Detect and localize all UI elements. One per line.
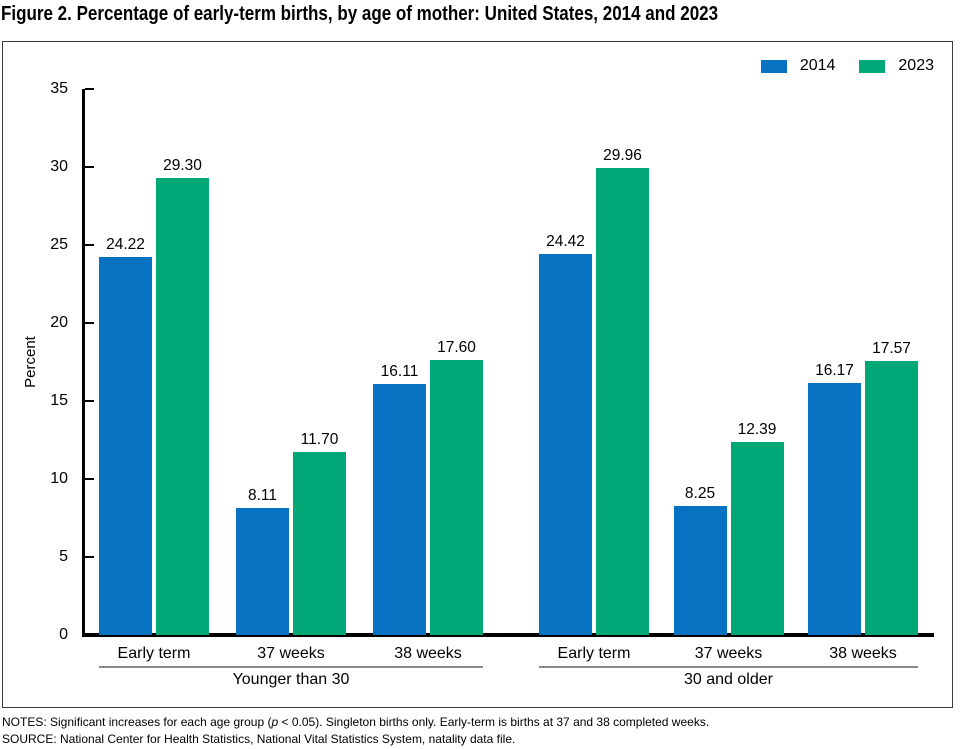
value-label-2014-early-term-30-and-older: 24.42 (546, 233, 585, 251)
category-label-37-weeks-younger-than-30: 37 weeks (257, 645, 325, 662)
bar-2014-37-weeks-30-and-older (673, 506, 727, 635)
notes-suffix: < 0.05). Singleton births only. Early-te… (278, 715, 710, 729)
value-label-2014-37-weeks-30-and-older: 8.25 (684, 485, 716, 503)
bar-2023-early-term-30-and-older (596, 167, 649, 635)
category-label-37-weeks-30-and-older: 37 weeks (694, 645, 763, 662)
bar-2023-37-weeks-30-and-older (730, 441, 784, 635)
y-tick-5 (85, 556, 94, 558)
y-tick-20 (85, 322, 94, 324)
legend-swatch-2023 (859, 59, 886, 73)
y-tick-label-10: 10 (50, 470, 68, 487)
bar-2014-early-term-30-and-older (539, 254, 592, 635)
category-label-38-weeks-30-and-older: 38 weeks (829, 645, 897, 662)
plot-area: Percent 0 5 10 15 20 25 30 35 24.22 29.30 Early te… (22, 80, 934, 688)
value-label-2023-early-term-30-and-older: 29.96 (603, 146, 642, 164)
y-tick-25 (85, 244, 94, 246)
value-label-2023-38-weeks-30-and-older: 17.57 (872, 339, 911, 357)
group-label-younger-than-30: Younger than 30 (232, 671, 350, 688)
y-tick-35 (85, 88, 94, 90)
legend-swatch-2014 (760, 59, 787, 73)
bar-2014-37-weeks-younger-than-30 (236, 508, 289, 635)
y-tick-30 (85, 166, 94, 168)
y-tick-label-20: 20 (50, 314, 68, 331)
group-underline-30-and-older (539, 666, 918, 668)
category-label-early-term-younger-than-30: Early term (117, 645, 191, 662)
y-tick-label-5: 5 (59, 548, 68, 565)
legend-label-2023: 2023 (898, 57, 934, 74)
x-axis-line (82, 633, 934, 637)
y-tick-15 (85, 400, 94, 402)
value-label-2023-37-weeks-30-and-older: 12.39 (737, 420, 777, 438)
value-label-2023-37-weeks-younger-than-30: 11.70 (300, 431, 339, 449)
bar-2023-38-weeks-younger-than-30 (430, 360, 483, 635)
y-tick-label-30: 30 (50, 158, 68, 175)
legend-item-2023: 2023 (859, 57, 934, 75)
notes-prefix: NOTES: Significant increases for each ag… (2, 715, 272, 729)
bar-2023-38-weeks-30-and-older (865, 360, 918, 635)
notes-line: NOTES: Significant increases for each ag… (2, 714, 709, 731)
value-label-2014-38-weeks-30-and-older: 16.17 (815, 361, 854, 379)
group-label-30-and-older: 30 and older (684, 671, 773, 688)
y-axis-line (82, 89, 85, 635)
legend: 2014 2023 (760, 57, 934, 75)
value-label-2023-early-term-younger-than-30: 29.30 (163, 156, 202, 174)
y-tick-0 (85, 634, 94, 636)
bar-2023-early-term-younger-than-30 (156, 177, 209, 635)
notes-p-italic: p (271, 715, 279, 729)
group-underline-younger-than-30 (99, 666, 483, 668)
value-label-2014-early-term-younger-than-30: 24.22 (106, 236, 145, 254)
value-label-2023-38-weeks-younger-than-30: 17.60 (437, 339, 476, 357)
legend-label-2014: 2014 (799, 57, 836, 74)
y-tick-label-15: 15 (50, 392, 68, 409)
bar-2023-37-weeks-younger-than-30 (293, 452, 346, 635)
y-tick-label-0: 0 (59, 626, 68, 643)
y-tick-10 (85, 478, 94, 480)
category-label-early-term-30-and-older: Early term (557, 645, 631, 662)
legend-item-2014: 2014 (760, 57, 836, 75)
figure-title: Figure 2. Percentage of early-term birth… (1, 3, 719, 25)
category-label-38-weeks-younger-than-30: 38 weeks (394, 645, 462, 662)
chart-frame: 2014 2023 Percent 0 5 10 15 20 25 30 35 24.22 29.… (2, 41, 953, 708)
y-tick-label-25: 25 (50, 236, 68, 253)
bar-2014-early-term-younger-than-30 (99, 257, 152, 635)
source-line: SOURCE: National Center for Health Stati… (2, 732, 516, 746)
footnotes: NOTES: Significant increases for each ag… (2, 714, 709, 748)
bar-2014-38-weeks-younger-than-30 (373, 383, 426, 635)
bar-2014-38-weeks-30-and-older (808, 382, 861, 635)
value-label-2014-37-weeks-younger-than-30: 8.11 (247, 487, 278, 505)
value-label-2014-38-weeks-younger-than-30: 16.11 (380, 362, 419, 380)
y-tick-label-35: 35 (50, 80, 68, 97)
